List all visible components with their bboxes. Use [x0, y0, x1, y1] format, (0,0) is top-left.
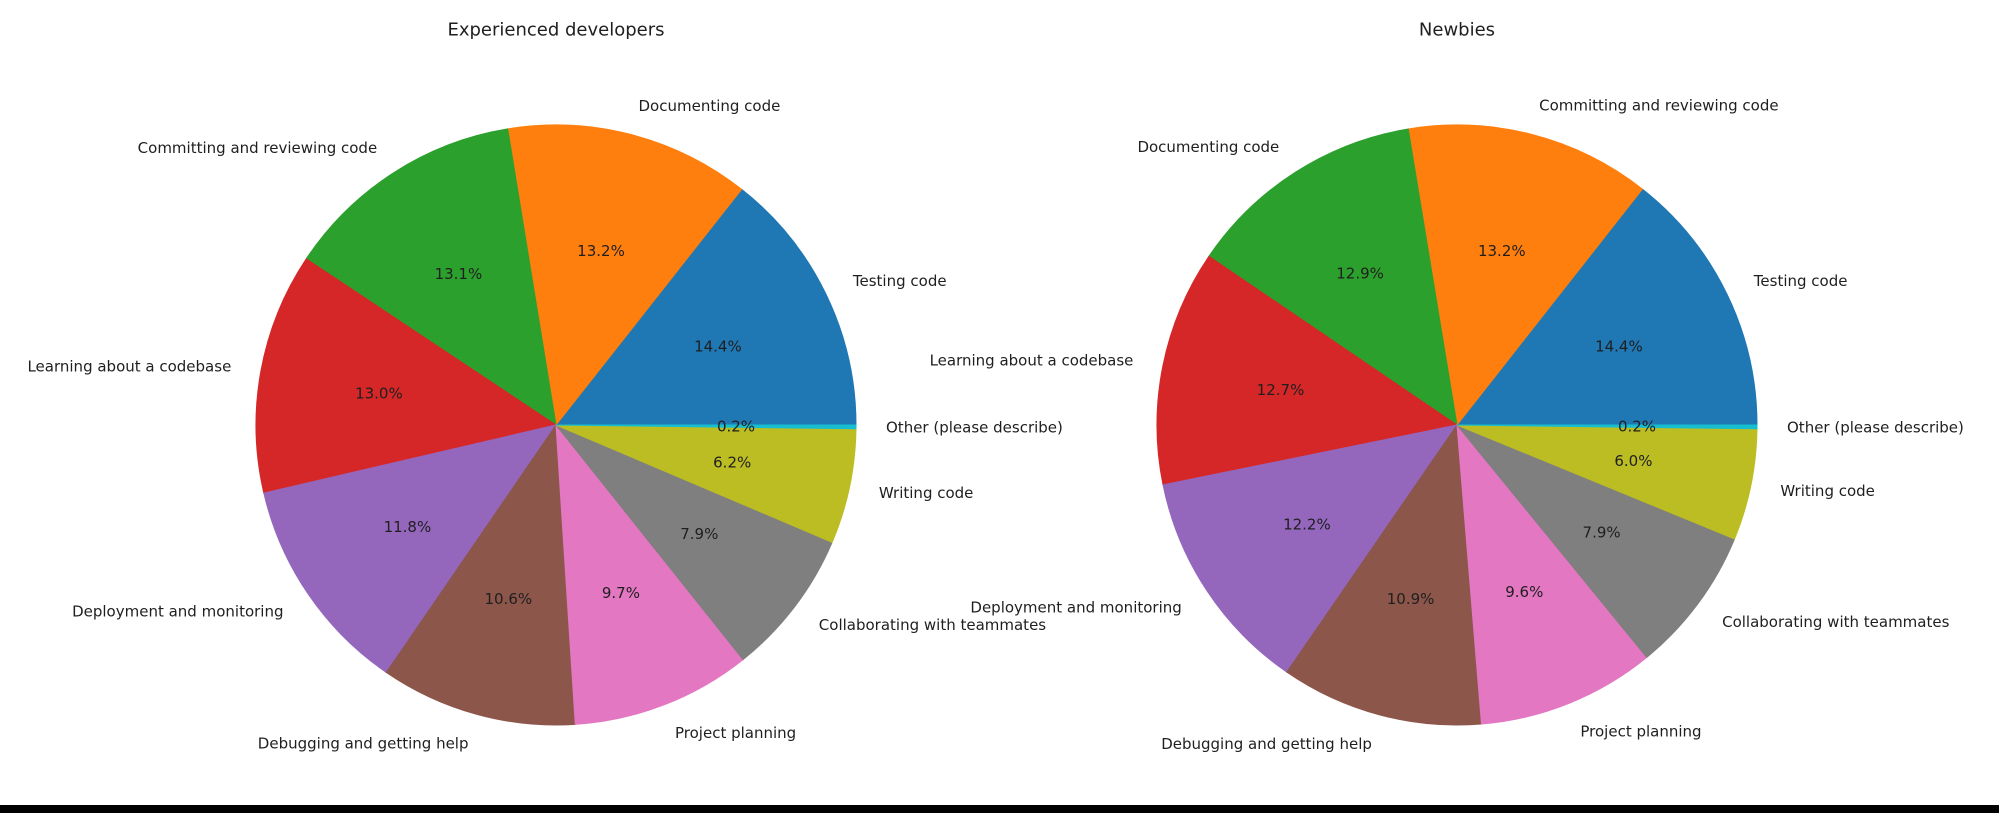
- pie-pct-label-learning-about-a-codebase: 13.0%: [355, 384, 403, 402]
- pie-chart-experienced-developers: Experienced developers Testing code 14.4% D…: [27, 19, 1062, 752]
- chart-title: Experienced developers: [447, 19, 664, 40]
- pie-wedge-other-please-describe: [555, 424, 857, 430]
- pie-pct-label-other-please-describe: 0.2%: [717, 417, 755, 435]
- pie-wedge-collaborating-with-teammates: [555, 424, 833, 661]
- pie-pct-label-deployment-and-monitoring: 11.8%: [384, 518, 432, 536]
- pie-chart-newbies: Newbies Testing code 14.4% Committing and r…: [930, 19, 1964, 753]
- pie-pct-label-testing-code: 14.4%: [694, 338, 742, 356]
- bottom-bar: [0, 805, 1999, 813]
- pie-label-writing-code: Writing code: [1780, 482, 1875, 500]
- pie-pct-label-debugging-and-getting-help: 10.9%: [1387, 590, 1435, 608]
- pie-pct-label-documenting-code: 12.9%: [1336, 265, 1384, 283]
- pie-label-project-planning: Project planning: [675, 724, 796, 742]
- pie-label-other-please-describe: Other (please describe): [886, 418, 1063, 436]
- pie-label-learning-about-a-codebase: Learning about a codebase: [27, 358, 231, 376]
- pie-pct-label-other-please-describe: 0.2%: [1618, 417, 1656, 435]
- pie-pct-label-writing-code: 6.0%: [1614, 452, 1652, 470]
- pie-wedge-committing-and-reviewing-code: [305, 128, 557, 427]
- pie-label-testing-code: Testing code: [1753, 272, 1848, 290]
- pie-wedge-deployment-and-monitoring: [1162, 424, 1459, 673]
- pie-label-deployment-and-monitoring: Deployment and monitoring: [970, 598, 1181, 616]
- pie-label-other-please-describe: Other (please describe): [1787, 418, 1964, 436]
- pie-pct-label-writing-code: 6.2%: [713, 453, 751, 471]
- pie-label-debugging-and-getting-help: Debugging and getting help: [1161, 735, 1372, 753]
- pie-wedge-project-planning: [555, 423, 744, 725]
- pie-label-documenting-code: Documenting code: [639, 97, 781, 115]
- pie-wedge-project-planning: [1456, 423, 1648, 725]
- pie-wedge-debugging-and-getting-help: [385, 423, 576, 726]
- pie-pct-label-debugging-and-getting-help: 10.6%: [484, 590, 532, 608]
- pie-wedge-documenting-code: [1208, 128, 1458, 427]
- pie-label-writing-code: Writing code: [879, 484, 974, 502]
- pie-pct-label-committing-and-reviewing-code: 13.2%: [1478, 242, 1526, 260]
- pie-pct-label-collaborating-with-teammates: 7.9%: [680, 525, 718, 543]
- pie-label-collaborating-with-teammates: Collaborating with teammates: [819, 616, 1046, 634]
- pie-label-documenting-code: Documenting code: [1137, 138, 1279, 156]
- pie-wedge-writing-code: [555, 424, 857, 543]
- pie-pct-label-project-planning: 9.7%: [602, 584, 640, 602]
- pie-pct-label-learning-about-a-codebase: 12.7%: [1257, 381, 1305, 399]
- pie-label-project-planning: Project planning: [1580, 722, 1701, 740]
- pie-wedge-documenting-code: [507, 124, 743, 427]
- pie-pct-label-deployment-and-monitoring: 12.2%: [1283, 516, 1331, 534]
- pie-wedge-debugging-and-getting-help: [1286, 423, 1483, 726]
- pie-pct-label-documenting-code: 13.2%: [577, 242, 625, 260]
- pie-wedge-testing-code: [554, 188, 857, 426]
- pie-pct-label-testing-code: 14.4%: [1595, 338, 1643, 356]
- pie-wedge-collaborating-with-teammates: [1456, 424, 1736, 659]
- pie-label-learning-about-a-codebase: Learning about a codebase: [930, 351, 1134, 369]
- pie-pct-label-project-planning: 9.6%: [1505, 583, 1543, 601]
- pie-pct-label-collaborating-with-teammates: 7.9%: [1583, 523, 1621, 541]
- chart-title: Newbies: [1419, 19, 1495, 40]
- pie-wedge-testing-code: [1455, 188, 1758, 426]
- pie-wedge-deployment-and-monitoring: [263, 424, 558, 674]
- pie-wedge-learning-about-a-codebase: [255, 258, 558, 494]
- pie-label-collaborating-with-teammates: Collaborating with teammates: [1722, 613, 1949, 631]
- pie-label-deployment-and-monitoring: Deployment and monitoring: [72, 602, 283, 620]
- pie-wedge-learning-about-a-codebase: [1156, 255, 1459, 486]
- pie-label-committing-and-reviewing-code: Committing and reviewing code: [138, 139, 378, 157]
- pie-label-debugging-and-getting-help: Debugging and getting help: [258, 734, 469, 752]
- pie-label-committing-and-reviewing-code: Committing and reviewing code: [1539, 97, 1779, 115]
- pie-pct-label-committing-and-reviewing-code: 13.1%: [435, 265, 483, 283]
- pie-wedge-committing-and-reviewing-code: [1407, 124, 1644, 427]
- pie-wedge-other-please-describe: [1456, 424, 1758, 430]
- pie-label-testing-code: Testing code: [852, 272, 947, 290]
